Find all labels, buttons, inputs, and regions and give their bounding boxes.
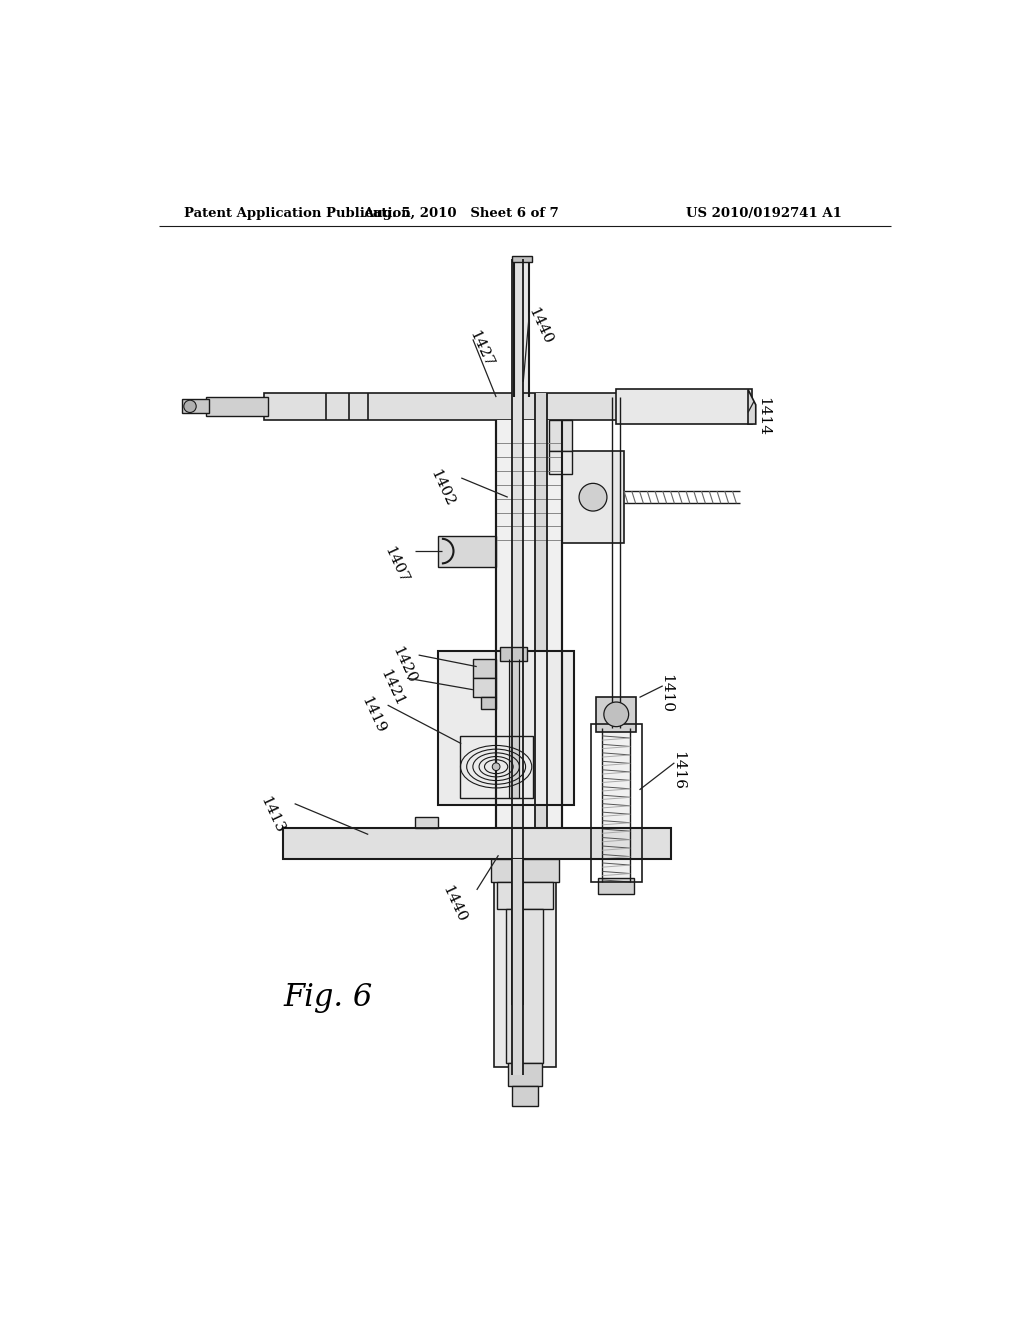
Bar <box>549 420 572 451</box>
Text: 1427: 1427 <box>467 329 496 370</box>
Bar <box>535 393 547 829</box>
Text: 1440: 1440 <box>439 883 469 924</box>
Bar <box>598 878 634 894</box>
Bar <box>562 451 624 544</box>
Bar <box>460 737 534 797</box>
Bar <box>182 400 209 413</box>
Text: 1416: 1416 <box>672 751 685 791</box>
Bar <box>473 678 496 697</box>
Bar <box>473 659 496 678</box>
Text: Aug. 5, 2010   Sheet 6 of 7: Aug. 5, 2010 Sheet 6 of 7 <box>364 207 559 220</box>
Text: 1420: 1420 <box>389 644 418 685</box>
Text: US 2010/0192741 A1: US 2010/0192741 A1 <box>686 207 842 220</box>
Bar <box>514 259 529 397</box>
Bar <box>500 647 527 661</box>
Bar <box>206 397 267 416</box>
Bar <box>283 829 671 859</box>
Bar <box>512 259 523 1105</box>
Bar <box>283 829 671 859</box>
Bar <box>480 697 496 709</box>
Polygon shape <box>748 389 756 424</box>
Text: 1402: 1402 <box>428 467 457 508</box>
Bar <box>263 393 713 420</box>
Bar <box>602 729 630 882</box>
Bar <box>509 659 518 797</box>
Circle shape <box>579 483 607 511</box>
Text: Fig. 6: Fig. 6 <box>283 982 373 1014</box>
Bar <box>512 859 523 1074</box>
Bar <box>512 256 531 263</box>
Bar <box>512 1086 538 1106</box>
Bar <box>616 389 752 424</box>
Circle shape <box>493 763 500 771</box>
Bar <box>596 697 636 733</box>
Bar <box>549 451 572 474</box>
Bar <box>497 882 553 909</box>
Text: 1421: 1421 <box>378 668 407 709</box>
Bar <box>490 859 559 882</box>
Text: 1414: 1414 <box>757 397 770 436</box>
Bar <box>438 536 496 566</box>
Text: 1413: 1413 <box>257 795 287 836</box>
Bar <box>591 725 642 882</box>
Text: 1440: 1440 <box>525 306 555 347</box>
Text: 1410: 1410 <box>659 675 674 713</box>
Text: Patent Application Publication: Patent Application Publication <box>183 207 411 220</box>
Text: 1419: 1419 <box>358 694 387 735</box>
Circle shape <box>183 400 197 412</box>
Bar <box>494 859 556 1067</box>
Bar <box>508 1063 542 1086</box>
Bar <box>506 909 544 1063</box>
Text: 1407: 1407 <box>381 544 411 586</box>
Circle shape <box>604 702 629 726</box>
Bar <box>415 817 438 829</box>
Bar <box>496 420 562 829</box>
Bar <box>438 651 573 805</box>
